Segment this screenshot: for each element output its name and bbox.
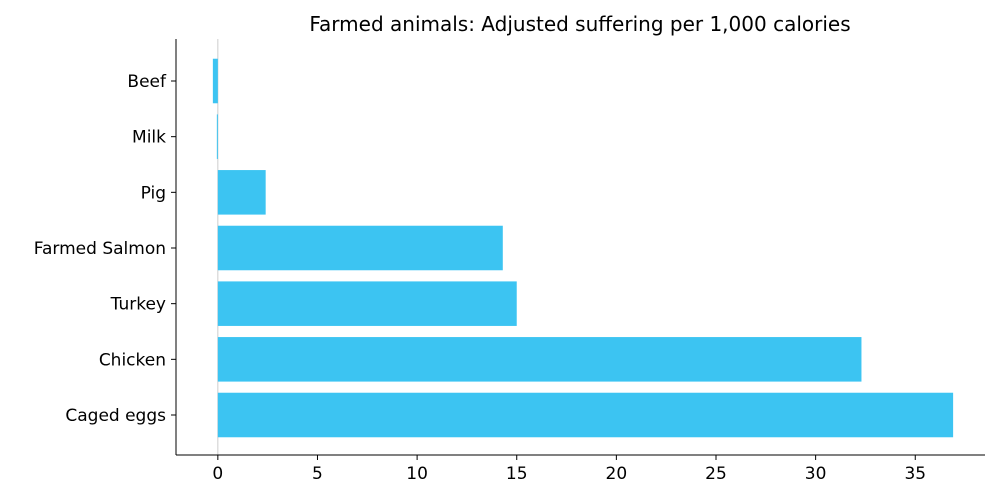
bars-group <box>212 58 954 438</box>
x-tick-label: 20 <box>606 464 628 484</box>
y-tick-label: Turkey <box>110 295 166 315</box>
y-tick-label: Farmed Salmon <box>34 239 166 259</box>
bar-farmed-salmon <box>217 225 503 271</box>
x-tick-label: 10 <box>406 464 428 484</box>
bar-caged-eggs <box>217 392 954 438</box>
bar-turkey <box>217 281 517 326</box>
x-tick-label: 25 <box>705 464 727 484</box>
x-tick-label: 15 <box>506 464 528 484</box>
y-tick-label: Beef <box>127 72 167 92</box>
y-tick-label: Caged eggs <box>65 406 166 426</box>
bar-chicken <box>217 337 862 382</box>
chart-title: Farmed animals: Adjusted suffering per 1… <box>309 12 850 36</box>
bar-beef <box>212 58 218 104</box>
y-axis-ticks: Caged eggs Chicken Turkey Farmed Salmon Pig M… <box>34 72 176 426</box>
x-axis-ticks: 0 5 10 15 20 25 30 35 <box>212 455 926 484</box>
bar-milk <box>216 114 218 159</box>
x-tick-label: 35 <box>904 464 926 484</box>
x-tick-label: 0 <box>212 464 223 484</box>
bar-pig <box>217 170 266 215</box>
y-tick-label: Chicken <box>99 350 166 370</box>
x-tick-label: 30 <box>805 464 827 484</box>
x-tick-label: 5 <box>312 464 323 484</box>
y-tick-label: Milk <box>132 128 166 148</box>
y-tick-label: Pig <box>141 183 166 203</box>
